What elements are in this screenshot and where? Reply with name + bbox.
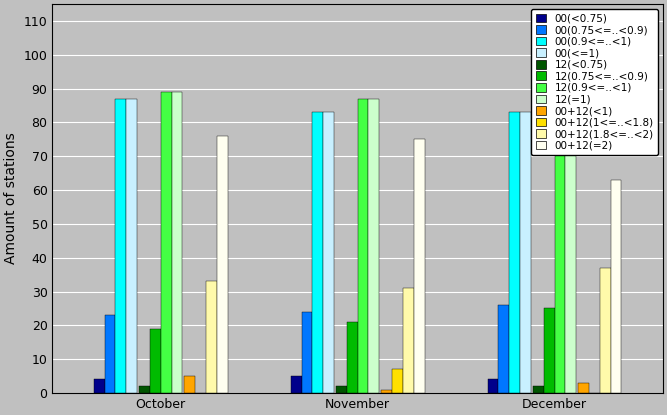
Bar [312, 112, 323, 393]
Bar [533, 386, 544, 393]
Bar [578, 383, 589, 393]
Bar [171, 92, 182, 393]
Legend: 00(<0.75), 00(0.75<=..<0.9), 00(0.9<=..<1), 00(<=1), 12(<0.75), 12(0.75<=..<0.9): 00(<0.75), 00(0.75<=..<0.9), 00(0.9<=..<… [532, 10, 658, 155]
Bar [347, 322, 358, 393]
Bar [488, 379, 498, 393]
Bar [600, 268, 611, 393]
Bar [115, 99, 126, 393]
Bar [161, 92, 171, 393]
Y-axis label: Amount of stations: Amount of stations [4, 133, 18, 264]
Bar [358, 99, 368, 393]
Bar [510, 112, 520, 393]
Bar [498, 305, 510, 393]
Bar [368, 99, 380, 393]
Bar [520, 112, 531, 393]
Bar [414, 139, 425, 393]
Bar [382, 390, 392, 393]
Bar [323, 112, 334, 393]
Bar [403, 288, 414, 393]
Bar [291, 376, 301, 393]
Bar [611, 180, 622, 393]
Bar [301, 312, 312, 393]
Bar [184, 376, 195, 393]
Bar [206, 281, 217, 393]
Bar [217, 136, 227, 393]
Bar [392, 369, 403, 393]
Bar [126, 99, 137, 393]
Bar [94, 379, 105, 393]
Bar [105, 315, 115, 393]
Bar [566, 102, 576, 393]
Bar [336, 386, 347, 393]
Bar [544, 308, 554, 393]
Bar [139, 386, 150, 393]
Bar [150, 329, 161, 393]
Bar [554, 102, 566, 393]
